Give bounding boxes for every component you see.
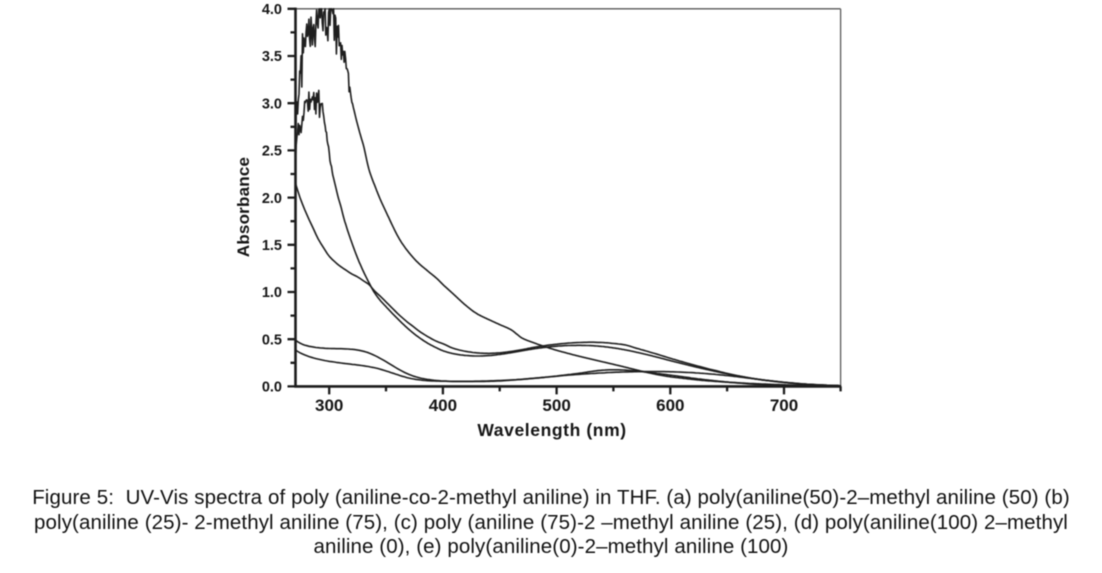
svg-text:3.0: 3.0 <box>262 96 282 112</box>
svg-text:2.0: 2.0 <box>262 191 282 207</box>
svg-text:700: 700 <box>770 396 798 415</box>
svg-text:300: 300 <box>315 396 343 415</box>
svg-text:Wavelength (nm): Wavelength (nm) <box>477 420 626 440</box>
svg-text:1.5: 1.5 <box>262 238 282 254</box>
svg-text:Absorbance: Absorbance <box>234 157 253 257</box>
svg-text:400: 400 <box>429 396 457 415</box>
svg-text:3.5: 3.5 <box>262 49 282 65</box>
svg-text:2.5: 2.5 <box>262 144 282 160</box>
svg-text:0.5: 0.5 <box>262 332 282 348</box>
svg-text:600: 600 <box>656 396 684 415</box>
svg-text:1.0: 1.0 <box>262 285 282 301</box>
svg-text:0.0: 0.0 <box>262 380 282 396</box>
svg-text:500: 500 <box>542 396 570 415</box>
svg-text:4.0: 4.0 <box>262 2 282 18</box>
